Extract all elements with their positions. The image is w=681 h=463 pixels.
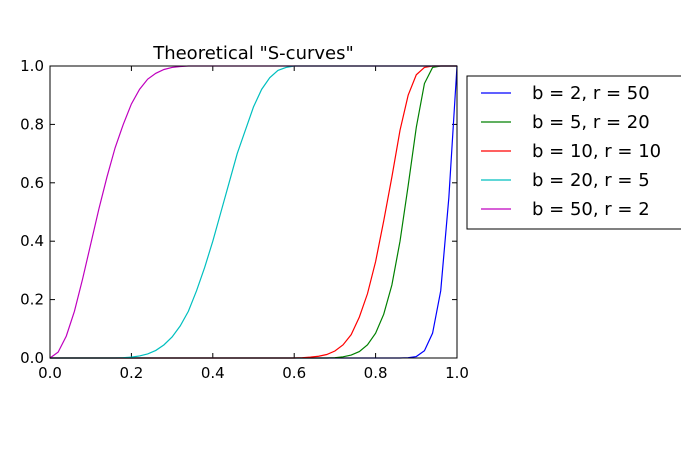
x-axis-ticks: 0.0 0.2 0.4 0.6 0.8 1.0 [38,66,469,382]
y-tick-label: 0.4 [20,232,44,250]
plot-frame [49,65,458,359]
x-tick-label: 0.8 [364,364,388,382]
legend-label: b = 20, r = 5 [532,170,650,191]
series-line-4 [50,65,457,359]
series-line-3 [50,65,457,359]
series-line-2 [50,65,457,359]
series-line-1 [50,65,458,359]
y-tick-label: 0.8 [20,115,44,133]
y-tick-label: 0.6 [20,174,44,192]
legend: b = 2, r = 50 b = 5, r = 20 b = 10, r = 10… [466,75,681,230]
x-tick-label: 0.6 [282,364,306,382]
x-tick-label: 1.0 [445,364,469,382]
y-axis-ticks: 0.0 0.2 0.4 0.6 0.8 1.0 [20,57,457,367]
series-line-5 [49,65,457,359]
legend-label: b = 50, r = 2 [532,199,650,220]
x-tick-label: 0.0 [38,364,62,382]
x-tick-label: 0.2 [119,364,143,382]
legend-label: b = 10, r = 10 [532,141,661,162]
y-tick-label: 1.0 [20,57,44,75]
y-tick-label: 0.0 [20,349,44,367]
legend-box [466,75,681,230]
x-tick-label: 0.4 [201,364,225,382]
legend-label: b = 5, r = 20 [532,112,650,133]
legend-label: b = 2, r = 50 [532,83,650,104]
series-lines [49,65,458,359]
chart-title: Theoretical "S-curves" [152,43,354,64]
y-tick-label: 0.2 [20,291,44,309]
